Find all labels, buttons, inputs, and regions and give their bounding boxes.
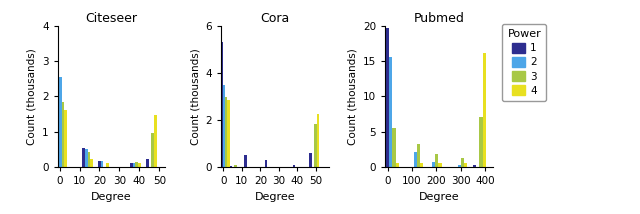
Bar <box>244 155 247 167</box>
Bar <box>227 100 230 167</box>
Bar <box>61 102 64 167</box>
Bar <box>458 165 461 167</box>
Bar <box>473 165 476 167</box>
Bar <box>483 52 486 167</box>
Bar <box>64 110 67 167</box>
Bar <box>223 85 225 167</box>
Bar <box>464 163 467 167</box>
Bar <box>389 58 392 167</box>
Bar <box>151 133 154 167</box>
Bar <box>130 163 133 167</box>
Bar <box>101 161 104 167</box>
Bar <box>99 161 101 167</box>
Bar <box>396 163 399 167</box>
X-axis label: Degree: Degree <box>91 192 132 202</box>
Bar <box>413 152 417 167</box>
Bar <box>154 115 157 167</box>
Bar <box>420 163 423 167</box>
Y-axis label: Count (thousands): Count (thousands) <box>190 48 200 145</box>
Bar <box>136 162 138 167</box>
Bar <box>309 153 312 167</box>
Bar <box>265 160 268 167</box>
Bar <box>138 163 141 167</box>
Title: Citeseer: Citeseer <box>86 12 138 25</box>
Bar <box>438 163 442 167</box>
Bar <box>59 77 61 167</box>
Bar <box>314 124 317 167</box>
Bar <box>234 165 237 167</box>
Bar <box>90 159 93 167</box>
Bar <box>432 162 435 167</box>
Bar <box>392 128 396 167</box>
Bar <box>220 42 223 167</box>
Bar <box>461 158 464 167</box>
Bar <box>435 154 438 167</box>
X-axis label: Degree: Degree <box>419 192 460 202</box>
Bar <box>65 165 67 167</box>
Bar <box>85 149 88 167</box>
Bar <box>146 159 148 167</box>
Bar <box>317 114 319 167</box>
X-axis label: Degree: Degree <box>255 192 296 202</box>
Bar <box>225 98 227 167</box>
Bar <box>83 148 85 167</box>
Title: Pubmed: Pubmed <box>413 12 465 25</box>
Title: Cora: Cora <box>260 12 290 25</box>
Bar <box>479 117 483 167</box>
Bar <box>417 144 420 167</box>
Bar <box>56 40 59 167</box>
Bar <box>230 166 232 167</box>
Bar <box>106 163 109 167</box>
Y-axis label: Count (thousands): Count (thousands) <box>26 48 36 145</box>
Bar <box>292 165 295 167</box>
Bar <box>88 152 90 167</box>
Bar <box>133 163 136 167</box>
Legend: 1, 2, 3, 4: 1, 2, 3, 4 <box>502 24 547 101</box>
Bar <box>386 28 389 167</box>
Y-axis label: Count (thousands): Count (thousands) <box>348 48 357 145</box>
